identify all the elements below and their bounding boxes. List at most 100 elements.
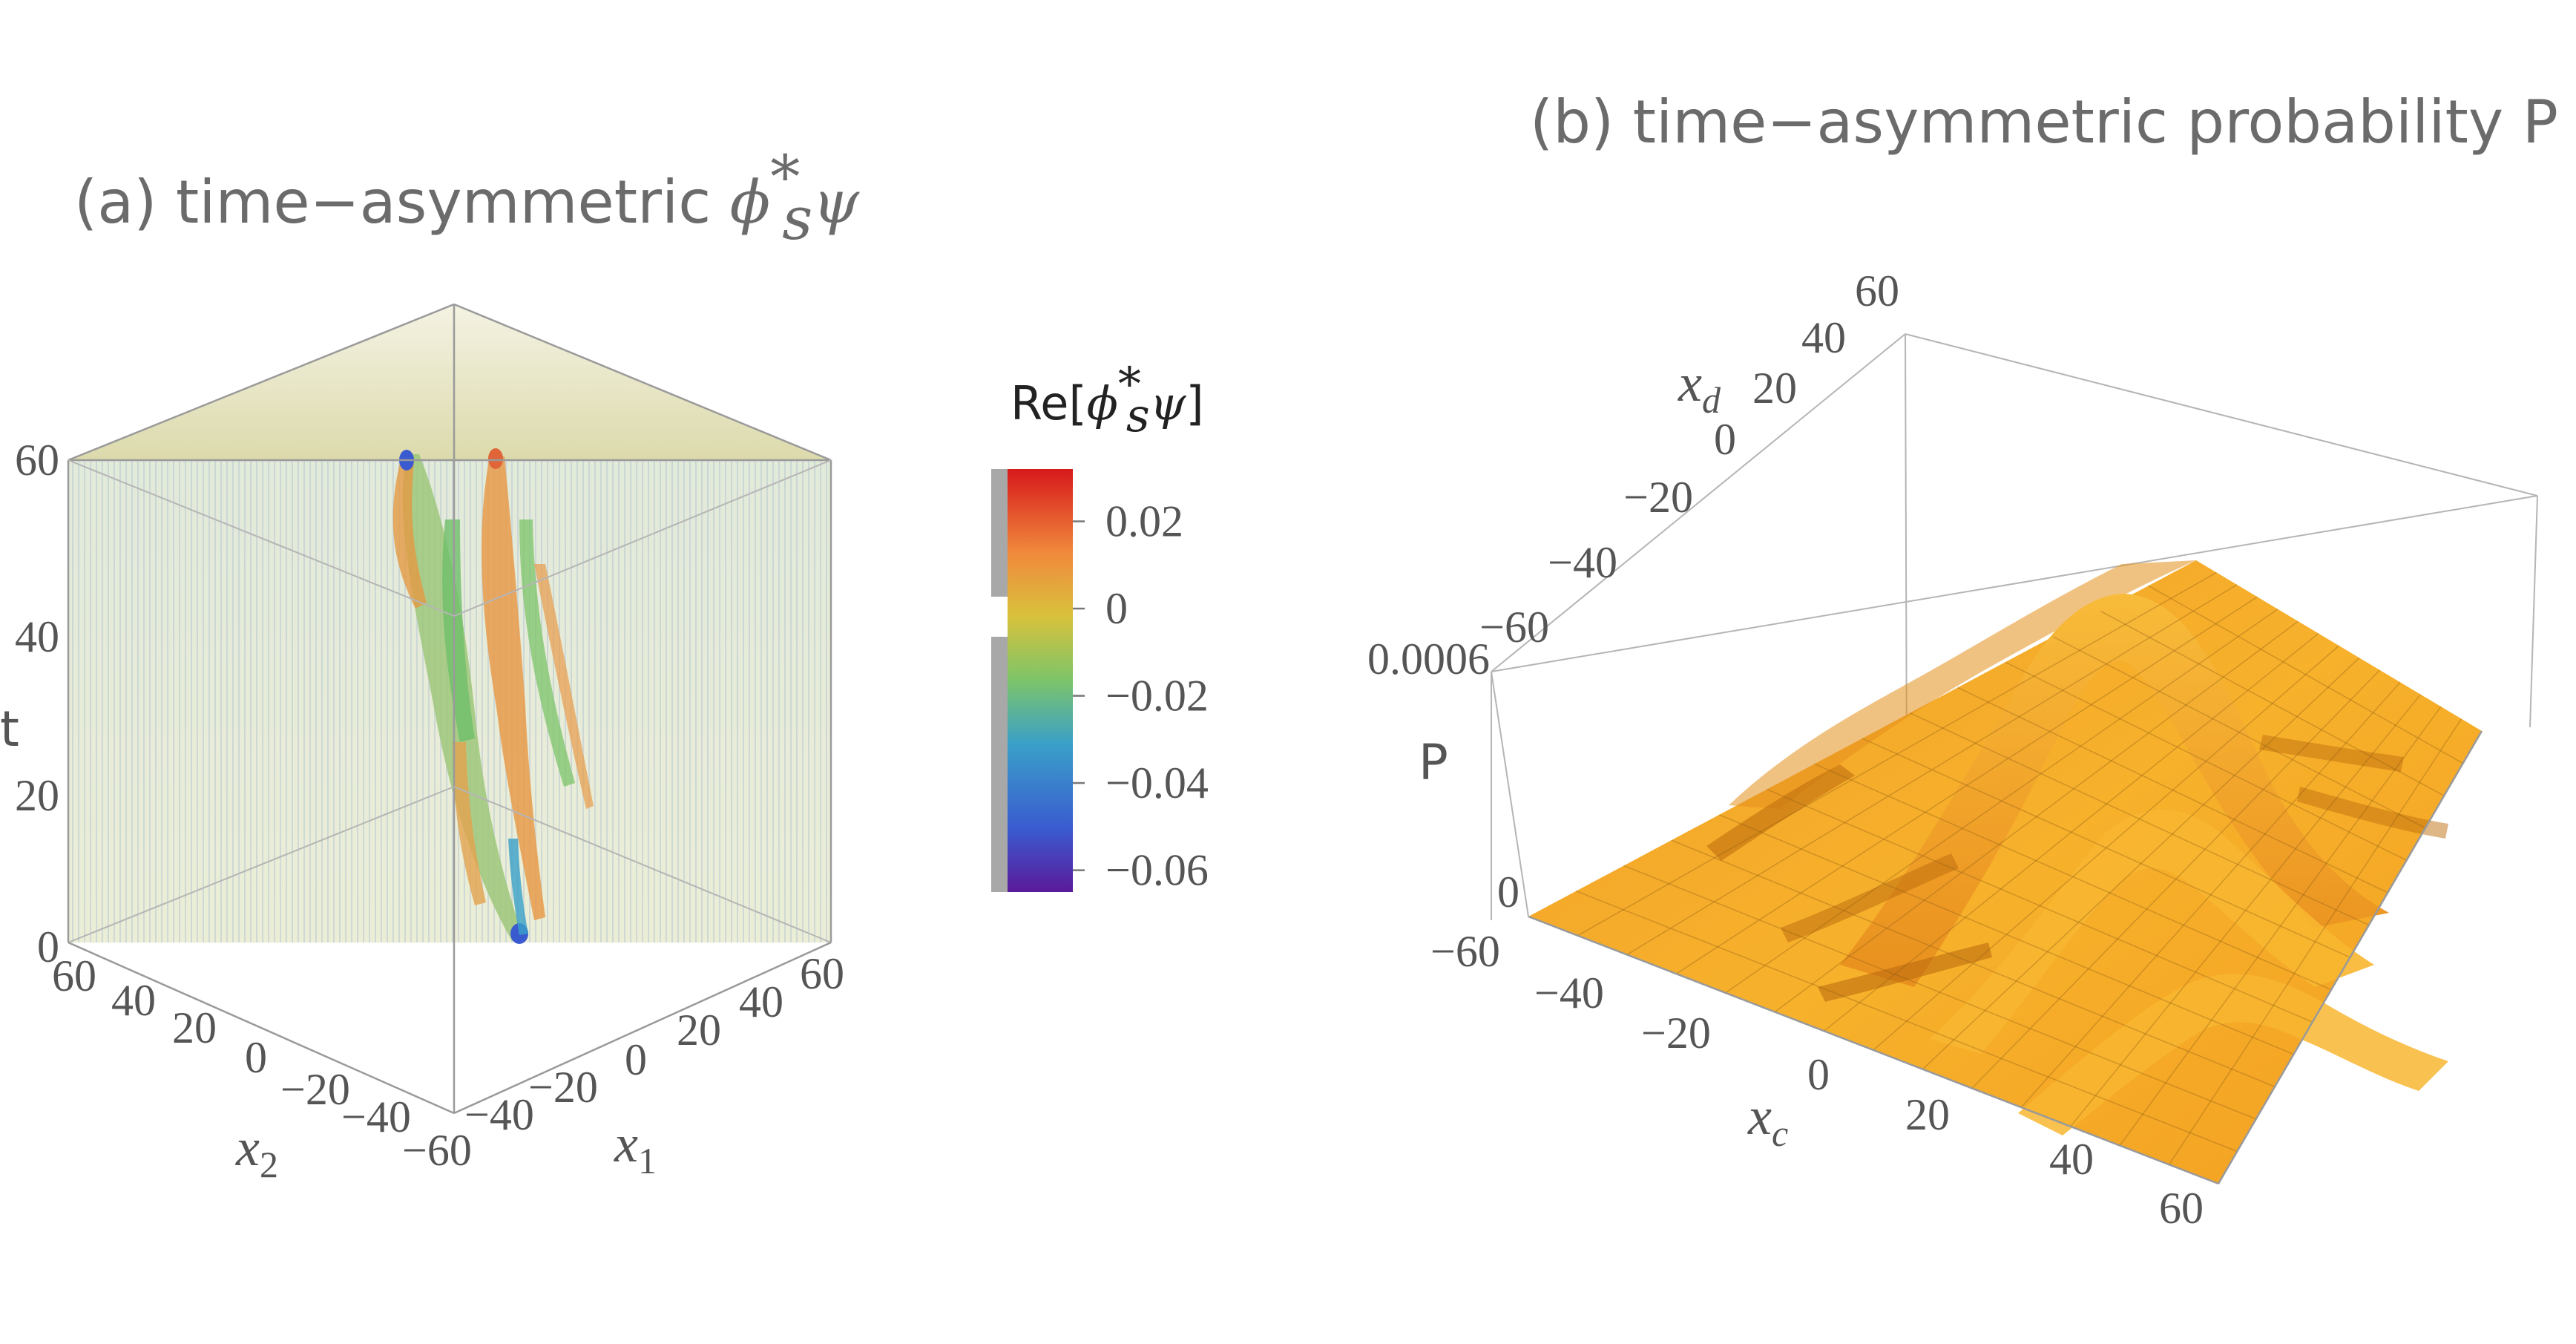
xd-tick-neg60: −60 bbox=[1479, 603, 1549, 652]
mesh-line bbox=[1922, 657, 2360, 1070]
mesh-line bbox=[1814, 763, 2332, 991]
colorbar-gradient bbox=[1008, 469, 1073, 892]
colorbar-title-prefix: Re[ bbox=[1011, 376, 1087, 430]
colorbar-title-sup: * bbox=[1118, 357, 1141, 411]
mesh-line bbox=[1767, 788, 2313, 1023]
xd-tick-40: 40 bbox=[1801, 313, 1846, 362]
xc-axis-label-subscript: c bbox=[1772, 1112, 1788, 1154]
colorbar: Re[ϕ* sψ] 0.02 0 −0.02 −0.04 −0.06 bbox=[991, 357, 1209, 895]
mesh-line bbox=[1577, 571, 2217, 937]
x1-axis: −60 −40 −20 0 20 40 60 x1 bbox=[402, 949, 844, 1181]
xd-axis: 60 40 20 0 −20 −40 −60 xd bbox=[1479, 266, 1899, 652]
panel-a-title-text: (a) time−asymmetric bbox=[74, 168, 730, 237]
xd-tick-0: 0 bbox=[1714, 415, 1736, 464]
mesh-line bbox=[1576, 891, 2238, 1153]
x2-tick-neg20: −20 bbox=[280, 1065, 350, 1114]
colorbar-title-phi: ϕ bbox=[1087, 376, 1118, 430]
t-axis-label: t bbox=[0, 701, 19, 758]
mesh-line bbox=[2052, 636, 2426, 829]
panel-a-title-phi: ϕ bbox=[730, 168, 771, 237]
x2-axis: 60 40 20 0 −20 −40 x2 bbox=[52, 951, 411, 1185]
mesh-line bbox=[1957, 686, 2388, 894]
mesh-line bbox=[1909, 712, 2370, 926]
panel-b-title: (b) time−asymmetric probability P bbox=[1530, 88, 2558, 157]
panel-a-title-sub: s bbox=[782, 184, 812, 253]
xc-axis: −60 −40 −20 0 20 40 60 xc bbox=[1430, 927, 2204, 1233]
mesh-line bbox=[2168, 718, 2462, 1165]
x2-tick-0: 0 bbox=[245, 1033, 267, 1082]
x1-axis-label-text: x bbox=[614, 1114, 638, 1173]
xc-tick-neg40: −40 bbox=[1534, 968, 1604, 1017]
xd-tick-20: 20 bbox=[1752, 364, 1797, 413]
xd-axis-label-subscript: d bbox=[1702, 379, 1721, 421]
x2-tick-20: 20 bbox=[172, 1003, 217, 1052]
colorbar-tick-label: −0.04 bbox=[1105, 758, 1209, 807]
t-tick-0: 0 bbox=[37, 922, 59, 971]
xc-tick-neg60: −60 bbox=[1430, 927, 1500, 976]
t-axis: 60 40 20 0 t bbox=[0, 436, 59, 971]
t-tick-20: 20 bbox=[15, 771, 59, 820]
mesh-line bbox=[1862, 738, 2350, 958]
mesh-line bbox=[1671, 839, 2276, 1087]
x1-tick-0: 0 bbox=[625, 1035, 647, 1084]
t-tick-40: 40 bbox=[15, 612, 59, 661]
panel-a-title-sup: * bbox=[770, 142, 800, 212]
mesh-line bbox=[1971, 669, 2381, 1089]
t-tick-60: 60 bbox=[15, 436, 59, 485]
volume-box-edges bbox=[67, 303, 832, 1115]
mesh-line bbox=[1675, 596, 2258, 974]
colorbar-title-sub: s bbox=[1126, 388, 1150, 442]
mesh-line bbox=[1873, 645, 2339, 1051]
mesh-line bbox=[1718, 814, 2294, 1055]
xd-axis-label-text: x bbox=[1678, 353, 1702, 413]
x2-axis-label-subscript: 2 bbox=[260, 1144, 278, 1185]
mesh-line bbox=[2148, 585, 2464, 764]
panel-b: (b) time−asymmetric probability P bbox=[1367, 88, 2558, 1233]
x1-axis-label-subscript: 1 bbox=[638, 1140, 657, 1181]
mesh-line bbox=[2020, 681, 2401, 1108]
xc-tick-neg20: −20 bbox=[1641, 1009, 1711, 1058]
xc-tick-40: 40 bbox=[2049, 1135, 2094, 1184]
x1-axis-label: x1 bbox=[614, 1114, 657, 1181]
x1-tick-neg20: −20 bbox=[528, 1063, 598, 1112]
x2-tick-neg40: −40 bbox=[341, 1092, 411, 1141]
volume-top-face bbox=[68, 304, 831, 460]
colorbar-side-gap bbox=[991, 597, 1008, 637]
x1-tick-neg40: −40 bbox=[464, 1090, 534, 1139]
x2-axis-label: x2 bbox=[235, 1118, 278, 1185]
colorbar-tick-label: −0.02 bbox=[1105, 672, 1209, 721]
p-axis: 0.0006 0 P bbox=[1367, 635, 1519, 917]
xc-tick-60: 60 bbox=[2159, 1184, 2204, 1233]
xc-tick-20: 20 bbox=[1905, 1090, 1950, 1139]
mesh-line bbox=[2070, 694, 2422, 1127]
colorbar-tick-label: 0 bbox=[1105, 584, 1128, 633]
xc-axis-label-text: x bbox=[1747, 1086, 1772, 1146]
x2-axis-label-text: x bbox=[235, 1118, 260, 1177]
surface-base bbox=[1528, 560, 2482, 1184]
mesh-line bbox=[1626, 584, 2238, 956]
mesh-line bbox=[1824, 632, 2319, 1032]
mesh-line bbox=[1725, 609, 2278, 994]
colorbar-title-suffix: ] bbox=[1186, 376, 1203, 430]
surface-ridges bbox=[1706, 560, 2448, 1135]
xd-tick-neg40: −40 bbox=[1548, 538, 1617, 587]
colorbar-tick-label: 0.02 bbox=[1105, 497, 1183, 546]
mesh-line bbox=[2100, 610, 2445, 796]
mesh-line bbox=[2119, 706, 2442, 1147]
mesh-line bbox=[1774, 620, 2299, 1013]
panel-a-title: (a) time−asymmetric ϕ* sψ bbox=[74, 142, 860, 253]
surface-mesh bbox=[1576, 571, 2464, 1165]
x1-tick-40: 40 bbox=[739, 977, 783, 1026]
mesh-line bbox=[2005, 661, 2407, 861]
x2-tick-60: 60 bbox=[52, 951, 96, 1000]
xd-tick-60: 60 bbox=[1855, 266, 1899, 315]
xc-tick-0: 0 bbox=[1807, 1050, 1830, 1099]
colorbar-tick-label: −0.06 bbox=[1105, 846, 1209, 895]
xd-axis-label: xd bbox=[1678, 353, 1721, 421]
surface-box-front bbox=[1491, 671, 2483, 1185]
x1-tick-neg60: −60 bbox=[402, 1126, 472, 1175]
colorbar-side-strip bbox=[991, 469, 1008, 892]
p-axis-label: P bbox=[1419, 734, 1448, 791]
colorbar-title: Re[ϕ* sψ] bbox=[1011, 357, 1204, 442]
